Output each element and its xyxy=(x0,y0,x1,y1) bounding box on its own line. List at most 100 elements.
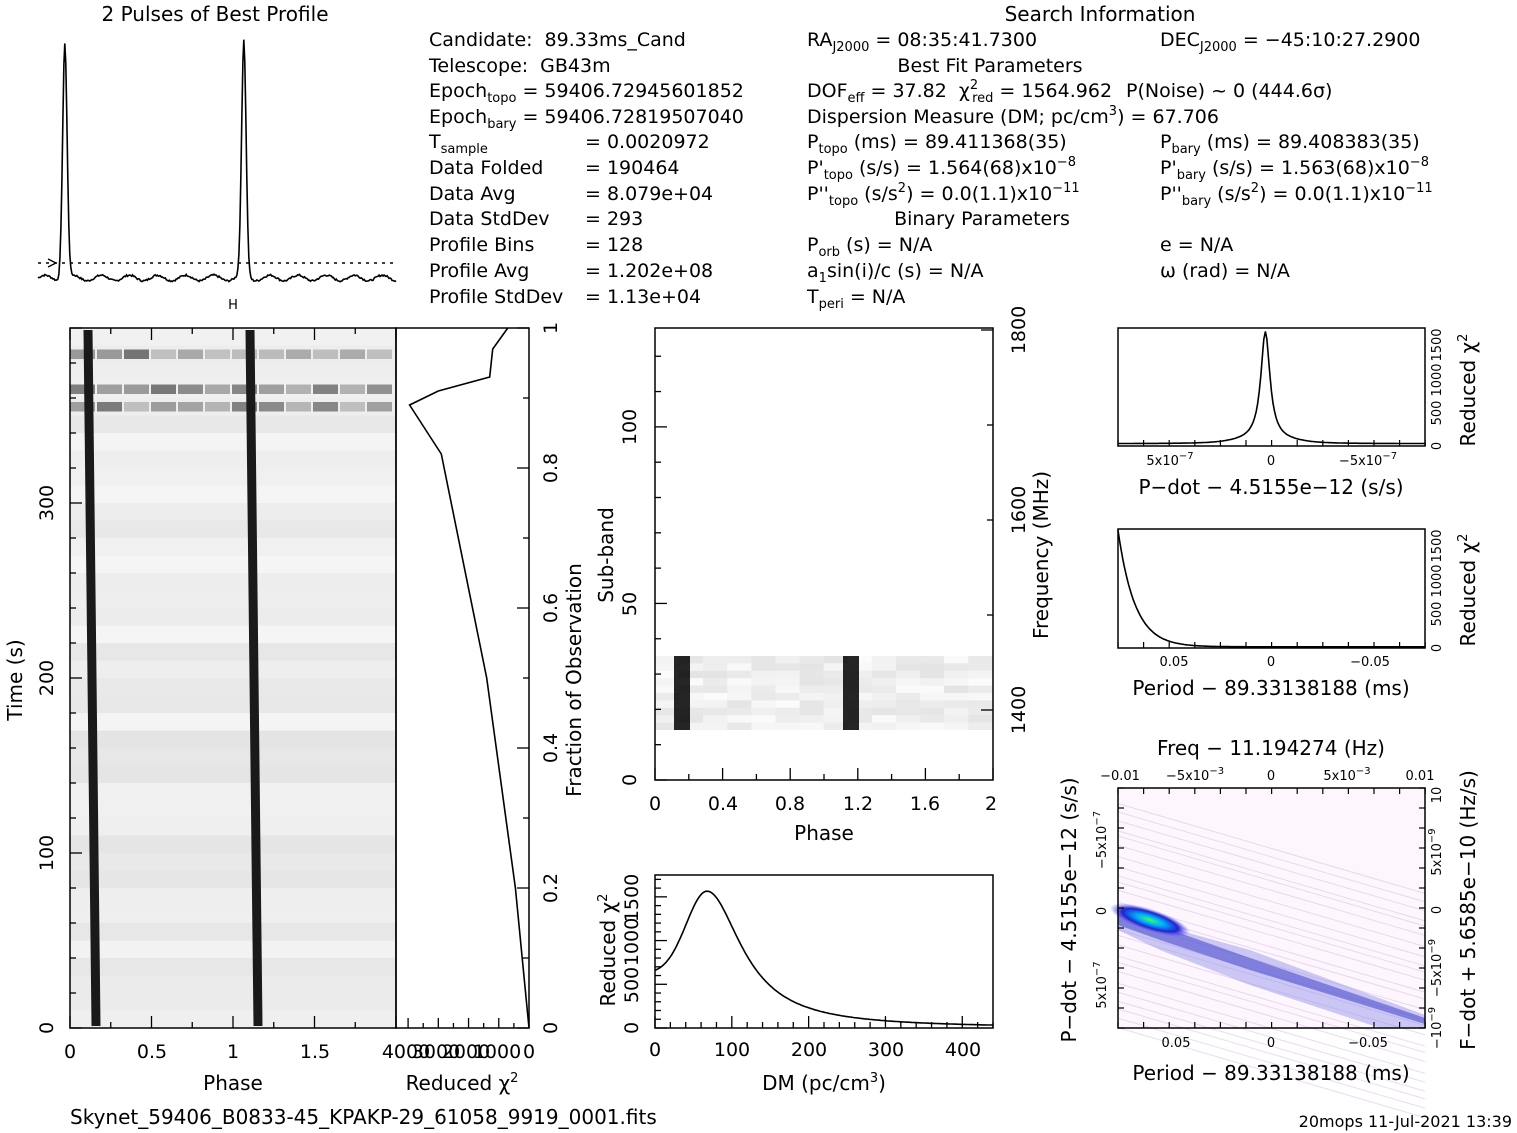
period-ticks xyxy=(1117,642,1426,648)
time-phase-rfi-cell xyxy=(259,349,284,359)
info-data-folded: Data Folded xyxy=(429,157,543,179)
dm-ticks xyxy=(654,878,994,1029)
subband-cell xyxy=(871,693,896,701)
subband-cell xyxy=(944,722,969,730)
dm-xlabel: DM (pc/cm3) xyxy=(762,1071,886,1095)
time-phase-rfi-cell xyxy=(259,384,284,394)
time-phase-row xyxy=(70,363,396,381)
pp-bottom-tick-3: −0.05 xyxy=(1348,1036,1388,1051)
pp-top-tick-4: 5x10−3 xyxy=(1323,766,1370,784)
search-info: RAJ2000 = 08:35:41.7300 DECJ2000 = −45:10:… xyxy=(806,29,1433,312)
subband-cell xyxy=(823,707,848,716)
subband-cell xyxy=(775,715,800,723)
subband-cell xyxy=(727,693,752,701)
frac-tick-04: 0.4 xyxy=(540,733,562,763)
subband-ylabel: Sub-band xyxy=(594,507,618,603)
time-phase-row xyxy=(70,975,396,993)
time-phase-row xyxy=(70,608,396,626)
subband-cell xyxy=(920,722,945,730)
dec-value: DECJ2000 = −45:10:27.2900 xyxy=(1160,29,1420,55)
subband-cell xyxy=(703,715,728,723)
frac-tick-1: 1 xyxy=(540,322,562,334)
subband-cell xyxy=(896,715,921,723)
pdot-xtick-pos: 5x10−7 xyxy=(1146,451,1193,469)
subband-cell xyxy=(871,678,896,686)
subband-cell xyxy=(871,715,896,723)
subband-cell xyxy=(679,722,704,730)
time-phase-row xyxy=(70,730,396,748)
pp-background xyxy=(1118,788,1425,1028)
pdot-xlabel: P−dot − 4.5155e−12 (s/s) xyxy=(1138,475,1403,499)
subband-cell xyxy=(703,722,728,730)
subband-cell xyxy=(727,715,752,723)
subband-cell xyxy=(703,663,728,671)
time-phase-row xyxy=(70,590,396,608)
dm-ytick-500: 500 xyxy=(621,967,643,1003)
pulse-profile-plot xyxy=(37,39,397,283)
time-phase-rfi-cell xyxy=(232,384,257,394)
subband-cell xyxy=(920,693,945,701)
pp-streaks xyxy=(1117,803,1426,1119)
info-profile-stddev-value: = 1.13e+04 xyxy=(585,286,701,308)
subband-cell xyxy=(775,700,800,708)
dm-value: Dispersion Measure (DM; pc/cm3) = 67.706 xyxy=(807,104,1219,128)
time-tick-0: 0 xyxy=(36,1022,58,1034)
subband-cell xyxy=(896,656,921,664)
info-data-avg: Data Avg xyxy=(429,183,516,205)
frac-tick-08: 0.8 xyxy=(540,453,562,483)
info-profile-bins: Profile Bins xyxy=(429,234,534,256)
subband-cell xyxy=(799,707,824,716)
time-phase-row xyxy=(70,765,396,783)
period-ytick-1500: 1500 xyxy=(1430,529,1445,562)
period-xtick-pos: 0.05 xyxy=(1160,655,1189,670)
subband-cell xyxy=(920,656,945,664)
pp-right-tick-4: 5x10−9 xyxy=(1427,828,1445,875)
subband-cell xyxy=(751,715,776,723)
time-phase-rfi-cell xyxy=(97,402,122,412)
pdot-ylabel: Reduced χ2 xyxy=(1456,334,1480,447)
info-candidate: Candidate: 89.33ms_Cand xyxy=(429,29,686,51)
time-phase-row xyxy=(70,573,396,591)
chi2-tick-0: 0 xyxy=(523,1041,535,1063)
subband-cell xyxy=(799,656,824,664)
subband-cell xyxy=(823,700,848,708)
pulse-track-1 xyxy=(83,329,101,1027)
pp-streak xyxy=(1117,875,1426,967)
pp-right-tick-2: −5x10−9 xyxy=(1427,939,1445,997)
time-phase-rfi-cell xyxy=(70,402,95,412)
time-phase-rfi-cell xyxy=(313,349,338,359)
pp-streak xyxy=(1117,835,1426,927)
time-phase-row xyxy=(70,695,396,713)
subband-cell xyxy=(679,707,704,716)
time-phase-rfi-cell xyxy=(178,349,203,359)
chi2-fraction-plot: 4000 3000 2000 1000 0 Reduced χ2 0 0.2 0… xyxy=(382,322,586,1095)
subband-pulse-1 xyxy=(674,656,690,730)
pp-streak xyxy=(1117,1000,1426,1092)
pp-streak xyxy=(1117,955,1426,1047)
time-phase-row xyxy=(70,783,396,801)
sb-phase-tick-2: 2 xyxy=(985,793,997,815)
subband-cell xyxy=(968,670,993,679)
subband-cell xyxy=(920,715,945,723)
subband-cell xyxy=(896,707,921,716)
subband-cell xyxy=(968,656,993,664)
time-phase-ylabel: Time (s) xyxy=(3,639,27,721)
profile-arrow-icon xyxy=(47,258,58,268)
phase-tick-05: 0.5 xyxy=(137,1041,167,1063)
subband-cell xyxy=(751,656,776,664)
subband-cell xyxy=(751,663,776,671)
subband-cell xyxy=(703,656,728,664)
pp-streak xyxy=(1117,811,1426,903)
chi2-tick-2000: 2000 xyxy=(442,1041,490,1063)
pddot-topo-value: P''topo (s/s2) = 0.0(1.1)x10−11 xyxy=(807,181,1080,209)
time-tick-200: 200 xyxy=(36,660,58,696)
fits-filename: Skynet_59406_B0833-45_KPAKP-29_61058_991… xyxy=(70,1105,657,1129)
pp-streak xyxy=(1117,962,1426,1054)
subband-cell xyxy=(847,707,872,716)
time-phase-row xyxy=(70,923,396,941)
subband-cell xyxy=(920,663,945,671)
time-phase-row xyxy=(70,450,396,468)
period-ylabel: Reduced χ2 xyxy=(1456,534,1480,647)
ecc-value: e = N/A xyxy=(1160,234,1233,256)
